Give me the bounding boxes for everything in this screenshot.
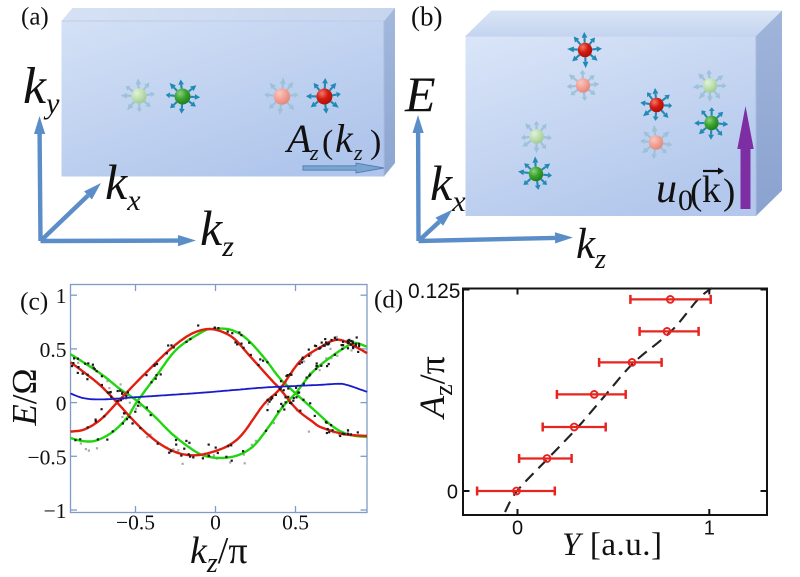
- svg-text:kz/π: kz/π: [190, 530, 248, 577]
- svg-text:0.125: 0.125: [408, 280, 461, 303]
- svg-text:0: 0: [678, 184, 693, 217]
- svg-text:(: (: [322, 124, 333, 161]
- svg-text:z: z: [353, 140, 363, 165]
- svg-text:A: A: [284, 116, 312, 161]
- svg-text:0.5: 0.5: [282, 511, 309, 535]
- svg-text:1: 1: [56, 284, 67, 308]
- svg-text:k: k: [702, 169, 721, 211]
- svg-text:−0.5: −0.5: [116, 511, 155, 535]
- svg-text:−1: −1: [44, 499, 67, 523]
- svg-text:(: (: [690, 172, 702, 213]
- svg-text:0: 0: [56, 392, 67, 416]
- svg-text:): ): [370, 124, 381, 161]
- svg-text:0: 0: [512, 518, 523, 540]
- svg-text:u: u: [656, 166, 677, 212]
- svg-text:E: E: [404, 66, 436, 122]
- svg-text:): ): [723, 172, 735, 213]
- svg-text:Y[a.u.]: Y [a.u.]: [562, 527, 663, 563]
- svg-text:(b): (b): [411, 2, 442, 32]
- svg-text:0: 0: [210, 511, 221, 535]
- svg-text:(a): (a): [21, 3, 49, 30]
- svg-text:0.5: 0.5: [40, 338, 67, 362]
- svg-text:0: 0: [447, 482, 458, 504]
- svg-text:Az/π: Az/π: [412, 356, 458, 420]
- svg-text:1: 1: [704, 518, 715, 540]
- svg-text:(d): (d): [374, 287, 403, 314]
- svg-text:k: k: [335, 116, 354, 161]
- svg-text:E/Ω: E/Ω: [5, 368, 44, 426]
- svg-text:−0.5: −0.5: [27, 445, 66, 469]
- svg-text:(c): (c): [20, 287, 48, 316]
- svg-text:z: z: [309, 140, 319, 165]
